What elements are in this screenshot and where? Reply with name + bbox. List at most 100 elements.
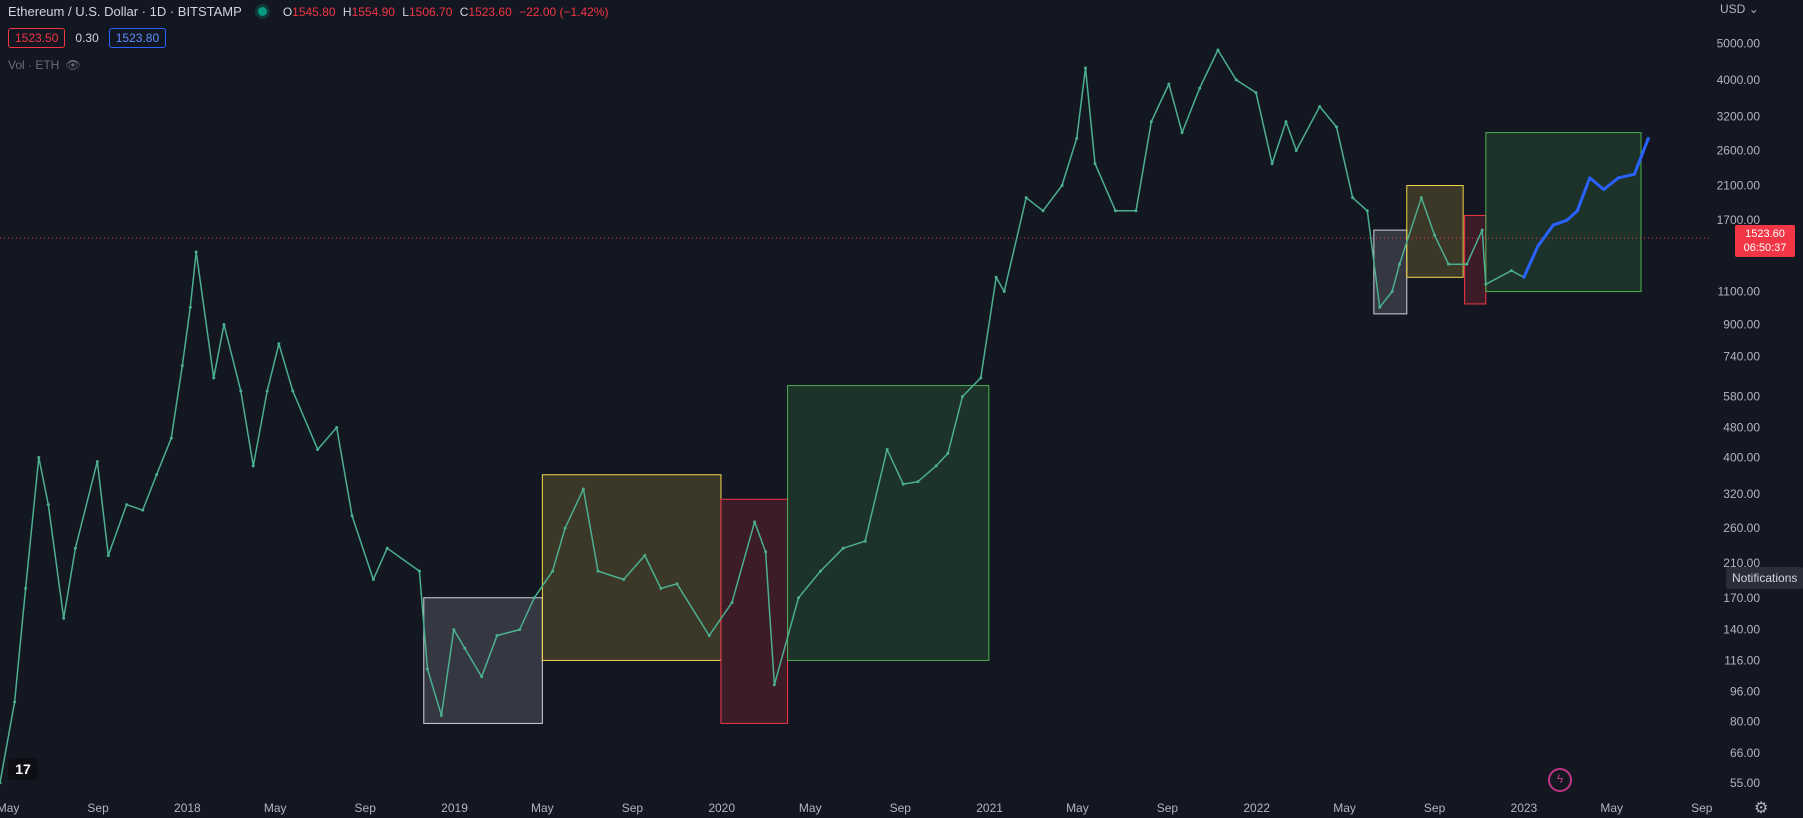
notifications-button[interactable]: Notifications [1726, 567, 1803, 589]
range-box-5 [1406, 185, 1464, 278]
data-point [1565, 218, 1569, 222]
data-point [797, 596, 801, 600]
data-point [194, 250, 198, 254]
high-label: H [342, 4, 352, 19]
data-point [277, 342, 281, 346]
data-point [551, 569, 555, 573]
y-tick-label: 480.00 [1723, 421, 1760, 435]
volume-indicator[interactable]: Vol · ETH 👁︎ [8, 58, 81, 72]
data-point [1041, 209, 1045, 213]
data-point [1632, 172, 1636, 176]
data-point [1646, 136, 1650, 140]
data-point [1480, 228, 1484, 232]
price-series-1 [1522, 137, 1650, 278]
symbol-title[interactable]: Ethereum / U.S. Dollar · 1D · BITSTAMP [8, 4, 242, 19]
data-point [1616, 176, 1620, 180]
data-point [1390, 290, 1394, 294]
data-point [1254, 91, 1258, 95]
data-point [463, 646, 467, 650]
y-tick-label: 66.00 [1730, 746, 1760, 760]
data-point [1294, 149, 1298, 153]
change-value: −22.00 (−1.42%) [519, 4, 609, 19]
data-point [46, 503, 50, 507]
data-point [1083, 66, 1087, 70]
ohlc-values: O1545.80 H1554.90 L1506.70 C1523.60 −22.… [283, 5, 613, 19]
x-tick-label: May [1333, 801, 1356, 815]
data-point [1351, 196, 1355, 200]
y-tick-label: 55.00 [1730, 776, 1760, 790]
data-point [371, 578, 375, 582]
data-point [169, 436, 173, 440]
data-point [125, 503, 129, 507]
y-tick-label: 2600.00 [1717, 144, 1761, 158]
eye-hidden-icon[interactable]: 👁︎ [65, 58, 81, 72]
data-point [1484, 282, 1488, 286]
data-point [73, 546, 77, 550]
x-tick-label: Sep [890, 801, 912, 815]
data-point [1575, 209, 1579, 213]
data-point [1433, 233, 1437, 237]
data-point [1284, 120, 1288, 124]
data-point [1419, 196, 1423, 200]
y-tick-label: 80.00 [1730, 714, 1760, 728]
data-point [106, 553, 110, 557]
data-point [385, 546, 389, 550]
x-tick-label: May [1600, 801, 1623, 815]
data-point [222, 322, 226, 326]
tradingview-logo-icon[interactable]: 17 [8, 758, 38, 780]
y-tick-label: 3200.00 [1717, 109, 1761, 123]
data-point [643, 553, 647, 557]
data-point [1024, 196, 1028, 200]
data-point [350, 514, 354, 518]
x-tick-label: Sep [87, 801, 109, 815]
ask-button[interactable]: 1523.80 [108, 28, 167, 48]
x-tick-label: May [264, 801, 287, 815]
open-label: O [282, 4, 293, 19]
data-point [1447, 262, 1451, 266]
data-point [563, 526, 567, 530]
x-tick-label: May [799, 801, 822, 815]
data-point [659, 586, 663, 590]
data-point [1522, 275, 1526, 279]
currency-label: USD [1720, 2, 1746, 16]
data-point [596, 569, 600, 573]
close-label: C [459, 4, 469, 19]
lightning-icon[interactable]: ϟ [1548, 768, 1572, 792]
data-point [622, 578, 626, 582]
current-price-value: 1523.60 [1745, 228, 1785, 240]
gear-icon[interactable]: ⚙ [1754, 800, 1769, 817]
data-point [1149, 120, 1153, 124]
data-point [819, 569, 823, 573]
x-tick-label: 2023 [1511, 801, 1538, 815]
data-point [141, 508, 145, 512]
data-point [753, 520, 757, 524]
data-point [1093, 162, 1097, 166]
y-tick-label: 116.00 [1724, 653, 1760, 667]
y-tick-label: 1100.00 [1718, 285, 1761, 299]
bid-button[interactable]: 1523.50 [8, 28, 66, 48]
data-point [155, 473, 159, 477]
data-point [1075, 136, 1079, 140]
range-box-7 [1485, 132, 1642, 293]
x-tick-label: May [0, 801, 19, 815]
range-box-3 [787, 385, 990, 661]
data-point [1397, 262, 1401, 266]
high-value: 1554.90 [351, 4, 395, 19]
x-tick-label: Sep [1424, 801, 1446, 815]
data-point [1234, 78, 1238, 82]
data-point [1602, 187, 1606, 191]
currency-selector[interactable]: USD ⌄ [1720, 2, 1759, 16]
data-point [1002, 290, 1006, 294]
data-point [916, 480, 920, 484]
data-point [841, 546, 845, 550]
spread-value: 0.30 [75, 31, 99, 45]
data-point [439, 713, 443, 717]
x-tick-label: 2022 [1243, 801, 1270, 815]
data-point [0, 781, 2, 785]
data-point [1318, 105, 1322, 109]
data-point [1378, 305, 1382, 309]
data-point [1216, 48, 1220, 52]
data-point [1198, 86, 1202, 90]
data-point [1270, 162, 1274, 166]
